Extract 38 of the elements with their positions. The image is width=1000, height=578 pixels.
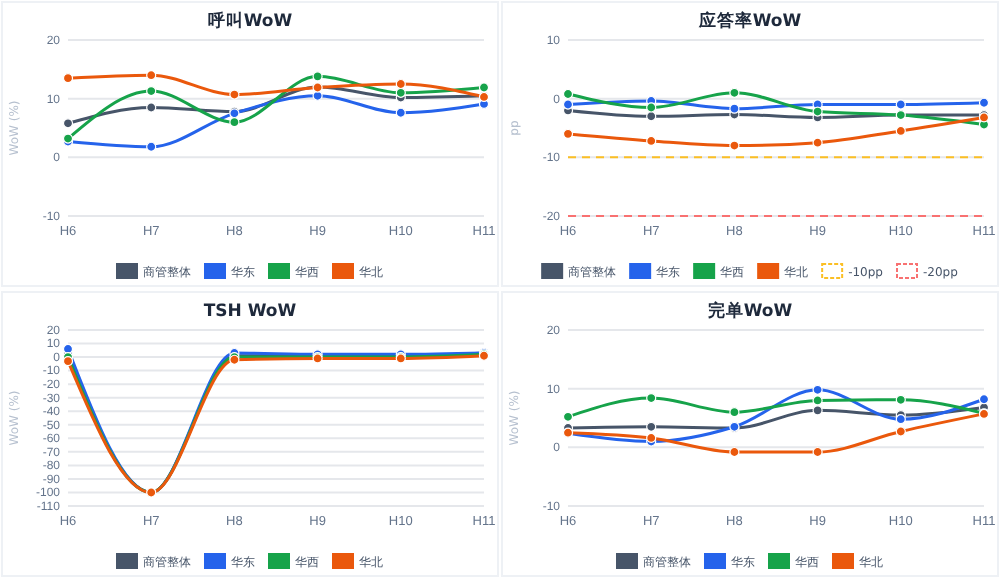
chart-title: 完单WoW bbox=[707, 300, 794, 322]
point bbox=[312, 71, 323, 82]
point bbox=[646, 102, 657, 113]
point bbox=[812, 137, 823, 148]
point bbox=[729, 87, 740, 98]
point bbox=[562, 128, 574, 139]
point bbox=[646, 392, 657, 404]
point bbox=[812, 405, 823, 416]
point bbox=[562, 88, 574, 100]
point bbox=[146, 70, 157, 81]
point bbox=[895, 426, 906, 437]
point bbox=[146, 141, 157, 152]
point bbox=[395, 78, 406, 90]
point bbox=[895, 414, 906, 425]
point bbox=[229, 89, 240, 100]
point bbox=[62, 118, 74, 129]
point bbox=[895, 125, 906, 137]
point bbox=[478, 82, 490, 93]
point bbox=[395, 87, 406, 98]
point bbox=[729, 103, 740, 114]
chart-title: TSH WoW bbox=[203, 302, 298, 322]
point bbox=[978, 394, 990, 405]
point bbox=[812, 106, 823, 117]
chart-title: 应答率WoW bbox=[696, 10, 803, 32]
point bbox=[812, 384, 823, 395]
point bbox=[62, 356, 74, 367]
point bbox=[646, 421, 657, 432]
point bbox=[729, 140, 740, 151]
point bbox=[395, 107, 406, 118]
point bbox=[146, 102, 157, 113]
point bbox=[978, 97, 990, 108]
point bbox=[646, 135, 657, 147]
point bbox=[646, 111, 657, 122]
chart-title: 呼叫WoW bbox=[207, 10, 294, 32]
point bbox=[895, 394, 906, 405]
point bbox=[895, 99, 906, 110]
point bbox=[812, 395, 823, 406]
point bbox=[562, 99, 574, 110]
